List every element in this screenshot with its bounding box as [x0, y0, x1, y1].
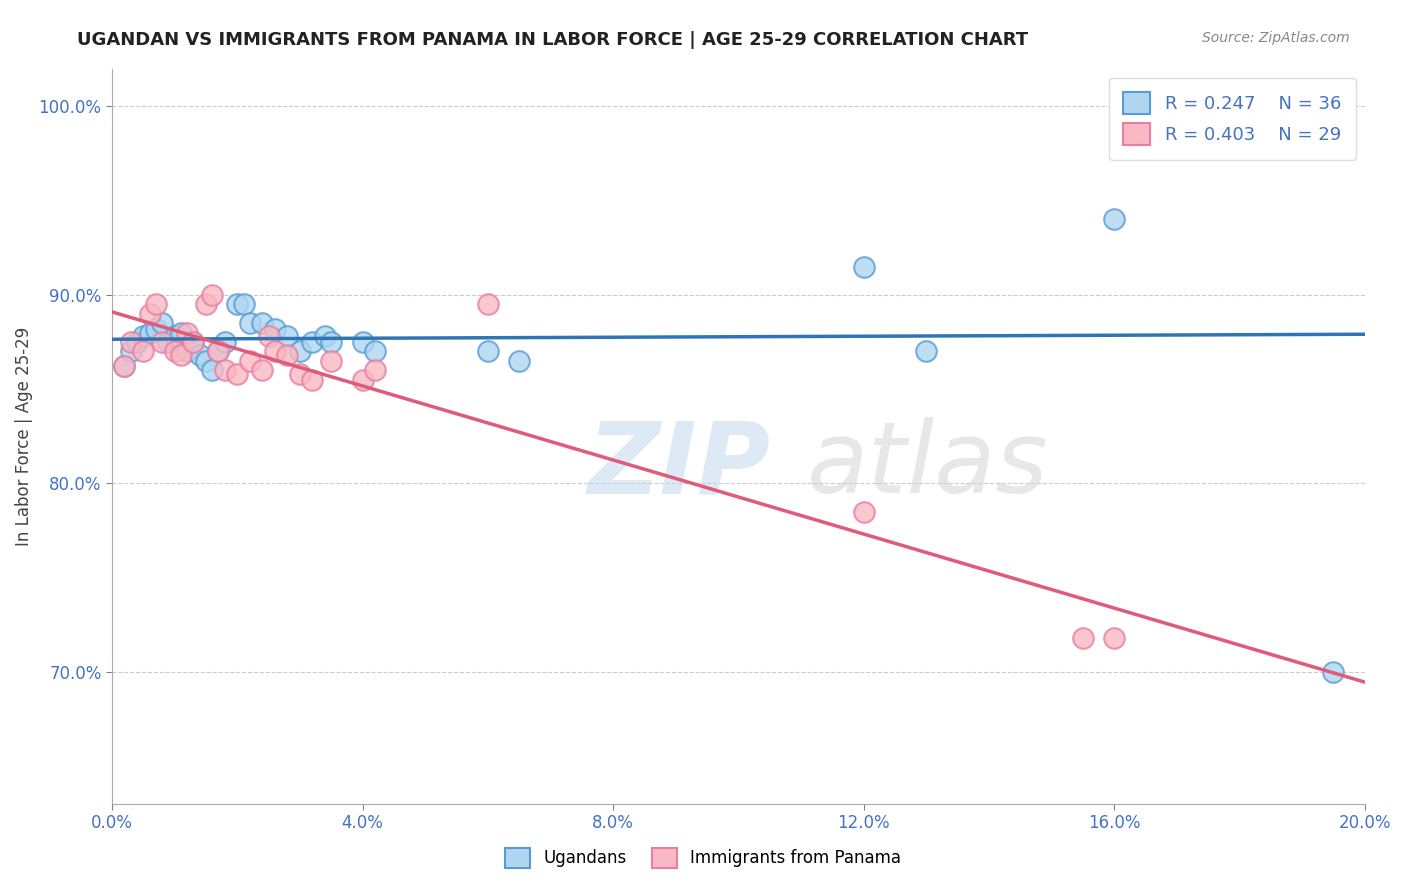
Text: UGANDAN VS IMMIGRANTS FROM PANAMA IN LABOR FORCE | AGE 25-29 CORRELATION CHART: UGANDAN VS IMMIGRANTS FROM PANAMA IN LAB… — [77, 31, 1028, 49]
Point — [176, 326, 198, 340]
Point — [114, 359, 136, 374]
Point — [194, 354, 217, 368]
Point — [214, 363, 236, 377]
Point — [114, 359, 136, 374]
Point — [188, 348, 211, 362]
Text: ZIP: ZIP — [588, 417, 770, 514]
Point — [194, 297, 217, 311]
Point — [239, 316, 262, 330]
Legend: Ugandans, Immigrants from Panama: Ugandans, Immigrants from Panama — [498, 841, 908, 875]
Point — [201, 363, 224, 377]
Point — [207, 344, 229, 359]
Point — [132, 329, 155, 343]
Text: Source: ZipAtlas.com: Source: ZipAtlas.com — [1202, 31, 1350, 45]
Point — [157, 334, 180, 349]
Point — [852, 505, 875, 519]
Point — [252, 363, 274, 377]
Point — [232, 297, 254, 311]
Point — [125, 334, 148, 349]
Point — [1291, 99, 1313, 113]
Point — [477, 297, 499, 311]
Point — [120, 334, 142, 349]
Point — [138, 326, 160, 340]
Point — [852, 260, 875, 274]
Point — [239, 354, 262, 368]
Point — [352, 373, 374, 387]
Point — [176, 344, 198, 359]
Point — [226, 297, 249, 311]
Point — [352, 334, 374, 349]
Point — [145, 322, 167, 336]
Point — [257, 329, 280, 343]
Point — [252, 316, 274, 330]
Point — [314, 329, 336, 343]
Point — [915, 344, 938, 359]
Point — [1102, 212, 1125, 227]
Point — [321, 334, 343, 349]
Point — [364, 363, 387, 377]
Legend: R = 0.247    N = 36, R = 0.403    N = 29: R = 0.247 N = 36, R = 0.403 N = 29 — [1109, 78, 1355, 160]
Point — [170, 348, 193, 362]
Text: atlas: atlas — [807, 417, 1049, 514]
Point — [150, 334, 173, 349]
Point — [276, 329, 298, 343]
Point — [120, 344, 142, 359]
Point — [477, 344, 499, 359]
Point — [150, 316, 173, 330]
Point — [201, 288, 224, 302]
Point — [301, 334, 323, 349]
Y-axis label: In Labor Force | Age 25-29: In Labor Force | Age 25-29 — [15, 326, 32, 546]
Point — [214, 334, 236, 349]
Point — [263, 344, 285, 359]
Point — [288, 344, 311, 359]
Point — [163, 344, 186, 359]
Point — [170, 326, 193, 340]
Point — [226, 367, 249, 381]
Point — [183, 334, 205, 349]
Point — [1322, 665, 1344, 679]
Point — [364, 344, 387, 359]
Point — [276, 348, 298, 362]
Point — [145, 297, 167, 311]
Point — [1071, 631, 1094, 645]
Point — [288, 367, 311, 381]
Point — [508, 354, 530, 368]
Point — [132, 344, 155, 359]
Point — [163, 329, 186, 343]
Point — [207, 344, 229, 359]
Point — [138, 307, 160, 321]
Point — [321, 354, 343, 368]
Point — [301, 373, 323, 387]
Point — [183, 334, 205, 349]
Point — [1102, 631, 1125, 645]
Point — [263, 322, 285, 336]
